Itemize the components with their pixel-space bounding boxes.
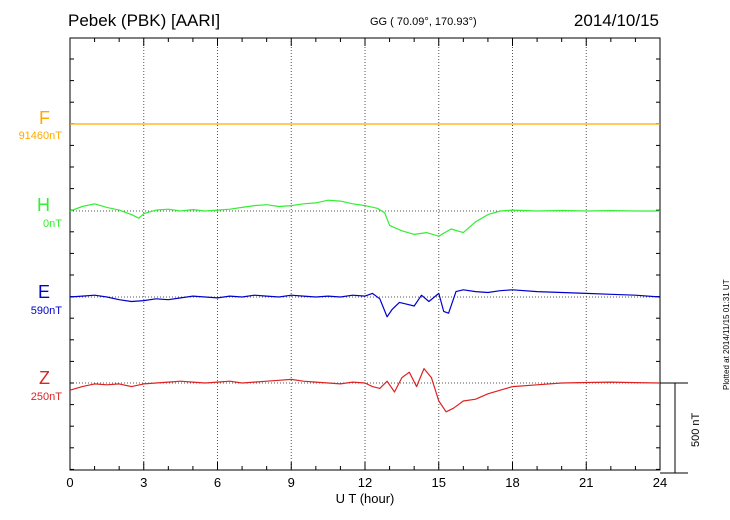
- series-line-h: [69, 199, 660, 237]
- series-baseline-f: 91460nT: [18, 130, 62, 142]
- x-tick-label: 24: [653, 475, 667, 490]
- x-axis-label: U T (hour): [336, 491, 395, 506]
- plotted-timestamp: Plotted at 2014/11/15 01:31 UT: [722, 279, 730, 390]
- station-title: Pebek (PBK) [AARI]: [68, 11, 221, 30]
- x-tick-label: 21: [579, 475, 593, 490]
- series-label-e: E: [37, 282, 50, 302]
- series-label-f: F: [39, 108, 50, 128]
- series-line-z: [69, 368, 661, 413]
- scale-bar-label: 500 nT: [690, 412, 702, 447]
- series-baseline-e: 590nT: [30, 305, 62, 317]
- x-tick-label: 18: [505, 475, 519, 490]
- series-baseline-z: 250nT: [30, 391, 62, 403]
- series-line-e: [69, 289, 661, 318]
- chart-date: 2014/10/15: [573, 11, 659, 30]
- series-label-h: H: [37, 195, 50, 215]
- x-tick-label: 6: [214, 475, 221, 490]
- x-tick-label: 9: [288, 475, 295, 490]
- series-label-z: Z: [39, 368, 50, 388]
- station-coordinates: GG ( 70.09°, 170.93°): [370, 16, 477, 28]
- x-tick-label: 15: [432, 475, 446, 490]
- x-tick-label: 12: [358, 475, 372, 490]
- series-baseline-h: 0nT: [43, 218, 62, 230]
- x-tick-label: 0: [66, 475, 73, 490]
- x-tick-label: 3: [140, 475, 147, 490]
